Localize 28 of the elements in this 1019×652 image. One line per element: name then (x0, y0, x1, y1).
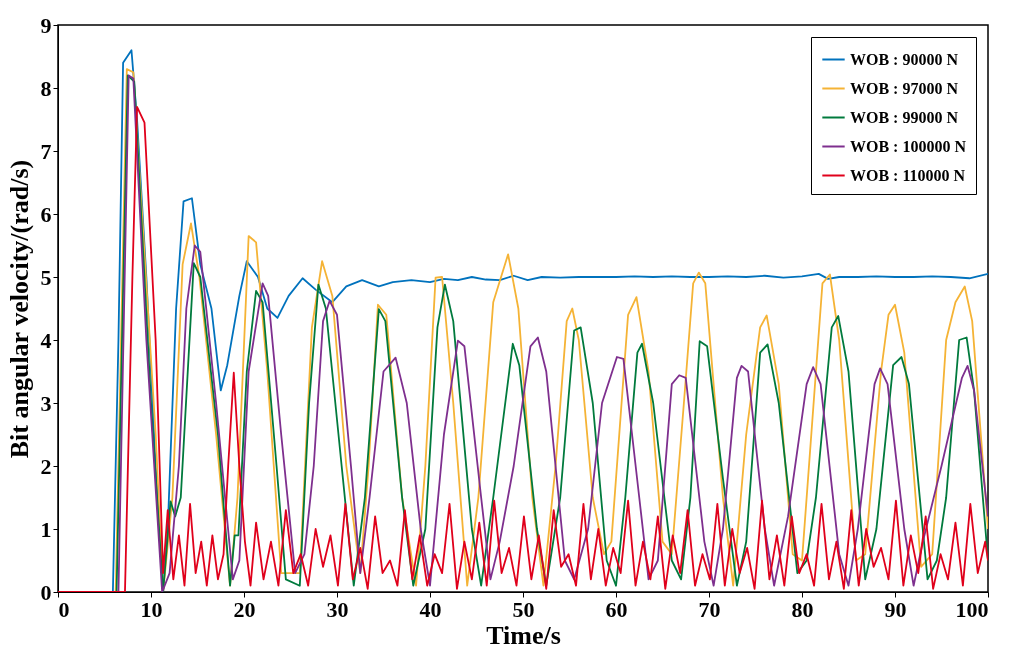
x-tick-label: 80 (791, 596, 814, 622)
x-tick-label: 0 (58, 596, 70, 622)
y-tick-label: 8 (40, 75, 52, 101)
x-tick-label: 50 (512, 596, 535, 622)
x-tick-label: 30 (326, 596, 349, 622)
x-tick-label: 90 (884, 596, 907, 622)
legend-label: WOB : 110000 N (850, 166, 966, 184)
y-tick-label: 9 (40, 12, 52, 38)
x-tick-label: 60 (605, 596, 628, 622)
x-tick-label: 20 (233, 596, 256, 622)
y-tick-label: 5 (40, 264, 52, 290)
y-tick-label: 1 (40, 516, 52, 542)
y-tick-label: 4 (40, 327, 52, 353)
legend-label: WOB : 90000 N (850, 50, 959, 68)
y-tick-label: 0 (40, 579, 52, 605)
x-tick-label: 70 (698, 596, 721, 622)
x-tick-label: 10 (140, 596, 163, 622)
y-tick-label: 2 (40, 453, 52, 479)
legend-label: WOB : 99000 N (850, 108, 959, 126)
legend-label: WOB : 97000 N (850, 79, 959, 97)
y-tick-label: 3 (40, 390, 52, 416)
x-tick-label: 100 (955, 596, 989, 622)
legend-label: WOB : 100000 N (850, 137, 967, 155)
y-axis-title: Bit angular velocity/(rad/s) (4, 159, 34, 459)
y-tick-label: 6 (40, 201, 52, 227)
x-tick-label: 40 (419, 596, 442, 622)
x-axis-title: Time/s (486, 620, 561, 650)
y-tick-label: 7 (40, 138, 52, 164)
